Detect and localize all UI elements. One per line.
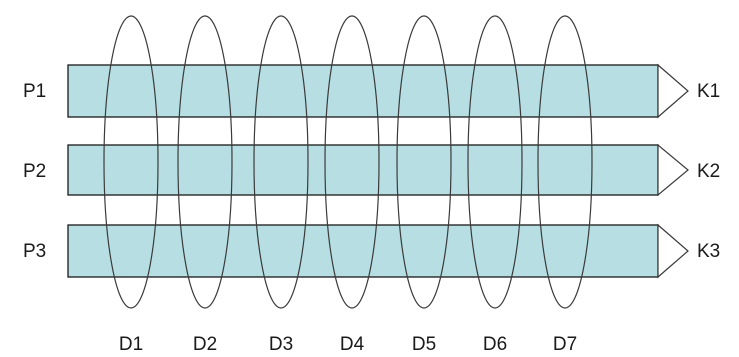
output-label-k1: K1 — [697, 81, 720, 102]
column-label-d3: D3 — [269, 334, 293, 355]
arrow-tip-k3 — [657, 223, 689, 279]
column-label-d4: D4 — [340, 334, 365, 355]
bar-p2 — [67, 144, 659, 196]
column-label-d6: D6 — [483, 334, 507, 355]
bar-p1 — [67, 64, 659, 118]
column-label-d5: D5 — [412, 334, 436, 355]
row-label-p1: P1 — [23, 81, 46, 102]
ellipse-d3 — [253, 15, 309, 309]
bar-p3 — [67, 224, 659, 278]
column-ellipses — [103, 15, 593, 309]
ellipse-d4 — [324, 15, 380, 309]
column-label-d2: D2 — [193, 334, 217, 355]
column-label-d7: D7 — [553, 334, 577, 355]
row-p2 — [67, 143, 689, 197]
row-label-p3: P3 — [23, 241, 46, 262]
ellipse-d5 — [396, 15, 452, 309]
row-p1 — [67, 63, 689, 119]
output-label-k3: K3 — [697, 241, 720, 262]
ellipse-d2 — [177, 15, 233, 309]
ellipse-d1 — [103, 15, 159, 309]
row-label-p2: P2 — [23, 161, 46, 182]
ellipse-d7 — [537, 15, 593, 309]
ellipse-d6 — [467, 15, 523, 309]
output-label-k2: K2 — [697, 161, 720, 182]
row-p3 — [67, 223, 689, 279]
arrow-tip-k2 — [657, 143, 689, 197]
arrow-tip-k1 — [657, 63, 689, 119]
column-label-d1: D1 — [119, 334, 143, 355]
